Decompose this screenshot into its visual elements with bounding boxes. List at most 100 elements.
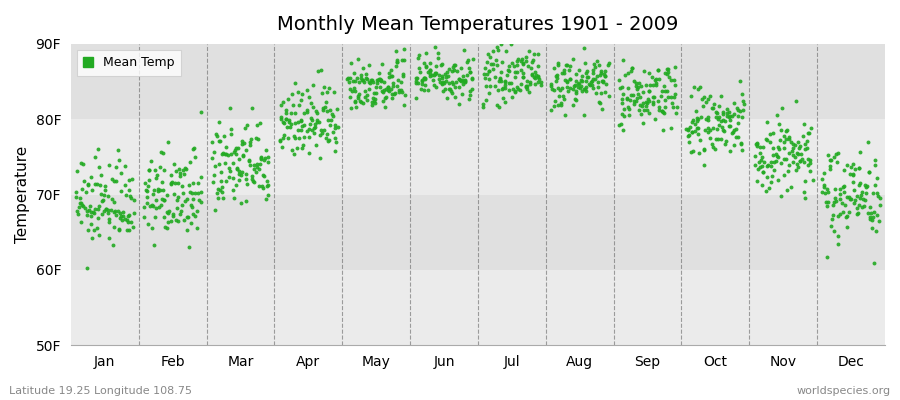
Point bbox=[708, 109, 723, 116]
Point bbox=[618, 72, 633, 78]
Point bbox=[111, 208, 125, 214]
Point bbox=[373, 76, 387, 82]
Point bbox=[848, 166, 862, 172]
Point bbox=[750, 142, 764, 149]
Point bbox=[729, 126, 743, 132]
Point bbox=[194, 174, 208, 180]
Point bbox=[647, 115, 662, 122]
Point bbox=[684, 128, 698, 135]
Point bbox=[155, 196, 169, 203]
Point bbox=[181, 214, 195, 220]
Point bbox=[90, 181, 104, 188]
Point bbox=[384, 73, 399, 80]
Point bbox=[356, 64, 371, 71]
Point bbox=[146, 203, 160, 209]
Point bbox=[245, 172, 259, 179]
Point bbox=[344, 105, 358, 111]
Point bbox=[254, 156, 268, 162]
Point bbox=[726, 100, 741, 106]
Point bbox=[493, 69, 508, 75]
Point bbox=[681, 132, 696, 139]
Point bbox=[294, 117, 309, 124]
Point bbox=[655, 127, 670, 134]
Point bbox=[571, 84, 585, 90]
Point bbox=[101, 210, 115, 217]
Point bbox=[661, 88, 675, 94]
Point bbox=[251, 136, 266, 142]
Point bbox=[98, 183, 112, 190]
Point bbox=[454, 65, 468, 72]
Point bbox=[384, 95, 399, 102]
Point bbox=[387, 90, 401, 97]
Point bbox=[582, 81, 597, 88]
Point bbox=[156, 179, 170, 186]
Point bbox=[287, 120, 302, 127]
Point bbox=[684, 149, 698, 156]
Point bbox=[383, 73, 398, 80]
Point bbox=[801, 156, 815, 162]
Point bbox=[142, 203, 157, 209]
Point bbox=[868, 157, 882, 163]
Point bbox=[737, 101, 751, 107]
Point bbox=[243, 136, 257, 142]
Point bbox=[438, 71, 453, 78]
Point bbox=[821, 189, 835, 196]
Point bbox=[557, 96, 572, 102]
Point bbox=[873, 202, 887, 208]
Point bbox=[634, 111, 648, 117]
Point bbox=[319, 135, 333, 142]
Point bbox=[188, 153, 202, 160]
Point bbox=[392, 87, 407, 93]
Point bbox=[249, 164, 264, 170]
Point bbox=[302, 134, 316, 140]
Point bbox=[145, 202, 159, 208]
Point bbox=[796, 159, 811, 165]
Point bbox=[292, 102, 306, 108]
Point bbox=[457, 78, 472, 84]
Point bbox=[317, 126, 331, 133]
Point bbox=[308, 121, 322, 127]
Point bbox=[146, 190, 160, 197]
Point bbox=[831, 213, 845, 219]
Point bbox=[777, 132, 791, 139]
Point bbox=[351, 55, 365, 62]
Point bbox=[731, 134, 745, 140]
Point bbox=[612, 76, 626, 83]
Point bbox=[388, 48, 402, 54]
Point bbox=[491, 87, 505, 93]
Point bbox=[276, 135, 291, 141]
Point bbox=[80, 181, 94, 188]
Point bbox=[207, 148, 221, 155]
Point bbox=[243, 162, 257, 168]
Point bbox=[91, 146, 105, 152]
Point bbox=[409, 75, 423, 81]
Point bbox=[149, 204, 164, 211]
Point bbox=[359, 74, 374, 81]
Point bbox=[836, 184, 850, 190]
Point bbox=[259, 183, 274, 189]
Point bbox=[717, 118, 732, 124]
Point bbox=[148, 197, 163, 203]
Point bbox=[148, 175, 163, 181]
Point bbox=[140, 183, 155, 189]
Point bbox=[496, 95, 510, 101]
Point bbox=[642, 69, 656, 76]
Point bbox=[756, 144, 770, 150]
Point bbox=[731, 112, 745, 119]
Point bbox=[633, 94, 647, 100]
Point bbox=[664, 77, 679, 84]
Point bbox=[527, 69, 542, 75]
Point bbox=[552, 92, 566, 99]
Point bbox=[447, 94, 462, 100]
Point bbox=[389, 63, 403, 70]
Point bbox=[637, 107, 652, 113]
Point bbox=[94, 191, 108, 198]
Point bbox=[454, 91, 469, 98]
Point bbox=[616, 83, 630, 90]
Point bbox=[554, 102, 568, 108]
Point bbox=[716, 127, 730, 133]
Point bbox=[161, 209, 176, 216]
Point bbox=[232, 171, 247, 177]
Point bbox=[369, 89, 383, 96]
Point bbox=[300, 128, 314, 134]
